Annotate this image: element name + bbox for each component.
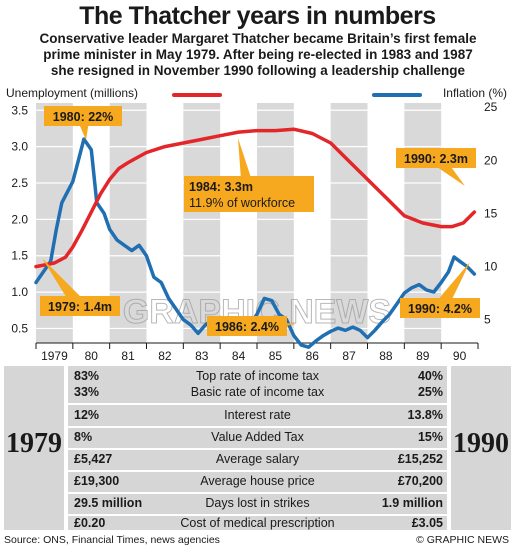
left-tick-label: 0.5	[11, 321, 28, 335]
callout-label: 1986: 2.4%	[215, 320, 279, 334]
callout-label: 1990: 2.3m	[404, 152, 468, 166]
right-tick-label: 5	[484, 313, 491, 327]
page-title: The Thatcher years in numbers	[79, 2, 436, 30]
row-1990-value: £3.05	[411, 516, 443, 530]
left-tick-label: 1.0	[11, 285, 28, 299]
callout-box	[44, 106, 122, 126]
x-tick-label: 87	[342, 349, 356, 363]
row-label: Interest rate	[224, 408, 291, 422]
row-label: Cost of medical prescription	[180, 516, 335, 530]
row-divider	[68, 448, 447, 450]
row-label: Basic rate of income tax	[190, 385, 325, 399]
callout-box	[207, 316, 287, 336]
inflation-legend-label: Inflation (%)	[442, 86, 507, 100]
source-note: Source: ONS, Financial Times, news agenc…	[4, 534, 220, 546]
callout-sublabel: 11.9% of workforce	[189, 196, 295, 210]
row-label: Days lost in strikes	[205, 496, 310, 510]
right-tick-label: 15	[484, 206, 498, 220]
right-tick-label: 20	[484, 153, 498, 167]
table-row: 8% Value Added Tax 15%	[68, 429, 447, 445]
row-label: Value Added Tax	[211, 430, 304, 444]
credit: © GRAPHIC NEWS	[416, 534, 509, 546]
table-row: 12% Interest rate 13.8%	[68, 407, 447, 423]
right-tick-label: 10	[484, 260, 498, 274]
row-divider	[68, 403, 447, 405]
callout-label: 1980: 22%	[53, 110, 113, 124]
x-tick-label: 83	[195, 349, 209, 363]
x-tick-label: 82	[158, 349, 172, 363]
table-row: £19,300 Average house price £70,200	[68, 473, 447, 489]
callout-label: 1984: 3.3m	[189, 180, 253, 194]
unemployment-legend-label: Unemployment (millions)	[6, 86, 139, 100]
row-1990-value: 40%	[417, 369, 443, 383]
callout-box	[40, 296, 120, 316]
unemployment-legend-swatch	[172, 93, 222, 97]
comparison-table: 1979 83% Top rate of income tax 40% 33% …	[4, 366, 511, 530]
row-1990-value: £70,200	[397, 474, 443, 488]
callout-box	[184, 176, 314, 212]
x-tick-label: 81	[121, 349, 135, 363]
row-1990-value: 13.8%	[407, 408, 443, 422]
end-year-box: 1990	[451, 366, 511, 530]
table-row: 29.5 million Days lost in strikes 1.9 mi…	[68, 495, 447, 511]
start-year-label: 1979	[6, 428, 62, 459]
table-row: £5,427 Average salary £15,252	[68, 451, 447, 467]
row-1979-value: 12%	[74, 408, 100, 422]
left-tick-label: 2.0	[11, 212, 28, 226]
row-1979-value: 8%	[74, 430, 93, 444]
row-divider	[68, 514, 447, 516]
table-row: 83% Top rate of income tax 40%	[68, 368, 447, 384]
year-band	[330, 103, 368, 343]
left-tick-label: 1.5	[11, 249, 28, 263]
x-tick-label: 1979	[41, 349, 68, 363]
row-label: Average salary	[215, 452, 300, 466]
row-label: Average house price	[200, 474, 315, 488]
x-tick-label: 89	[416, 349, 430, 363]
x-tick-label: 86	[306, 349, 320, 363]
row-1990-value: 15%	[417, 430, 443, 444]
row-1979-value: £19,300	[74, 474, 120, 488]
subtitle: Conservative leader Margaret Thatcher be…	[8, 31, 508, 79]
row-1979-value: £0.20	[74, 516, 106, 530]
unemployment-line	[34, 127, 477, 269]
table-row: £0.20 Cost of medical prescription £3.05	[68, 515, 447, 531]
x-tick-label: 85	[269, 349, 283, 363]
row-1979-value: £5,427	[74, 452, 113, 466]
callout-label: 1990: 4.2%	[408, 302, 472, 316]
chart: GRAPHIC NEWS0.51.01.52.02.53.03.55101520…	[11, 100, 498, 363]
x-tick-label: 88	[379, 349, 393, 363]
callout-box	[400, 298, 480, 318]
row-1979-value: 33%	[74, 385, 100, 399]
start-year-box: 1979	[4, 366, 64, 530]
x-tick-label: 84	[232, 349, 246, 363]
row-divider	[68, 470, 447, 472]
row-label: Top rate of income tax	[196, 369, 319, 383]
right-tick-label: 25	[484, 100, 498, 114]
end-year-label: 1990	[453, 428, 509, 459]
row-divider	[68, 426, 447, 428]
subtitle-line: Conservative leader Margaret Thatcher be…	[39, 31, 477, 46]
x-tick-label: 90	[453, 349, 467, 363]
inflation-legend-swatch	[372, 93, 422, 97]
x-tick-label: 80	[85, 349, 99, 363]
subtitle-line: she resigned in November 1990 following …	[50, 63, 466, 78]
callout-label: 1979: 1.4m	[48, 300, 112, 314]
row-1979-value: 83%	[74, 369, 100, 383]
callout-box	[396, 148, 476, 168]
row-divider	[68, 492, 447, 494]
left-tick-label: 2.5	[11, 176, 28, 190]
comparison-rows: 83% Top rate of income tax 40% 33% Basic…	[68, 366, 447, 530]
left-tick-label: 3.0	[11, 140, 28, 154]
row-1990-value: 1.9 million	[381, 496, 443, 510]
row-1979-value: 29.5 million	[74, 496, 143, 510]
row-1990-value: 25%	[417, 385, 443, 399]
row-1990-value: £15,252	[397, 452, 443, 466]
table-row: 33% Basic rate of income tax 25%	[68, 384, 447, 400]
left-tick-label: 3.5	[11, 103, 28, 117]
subtitle-line: prime minister in May 1979. After being …	[43, 47, 473, 62]
